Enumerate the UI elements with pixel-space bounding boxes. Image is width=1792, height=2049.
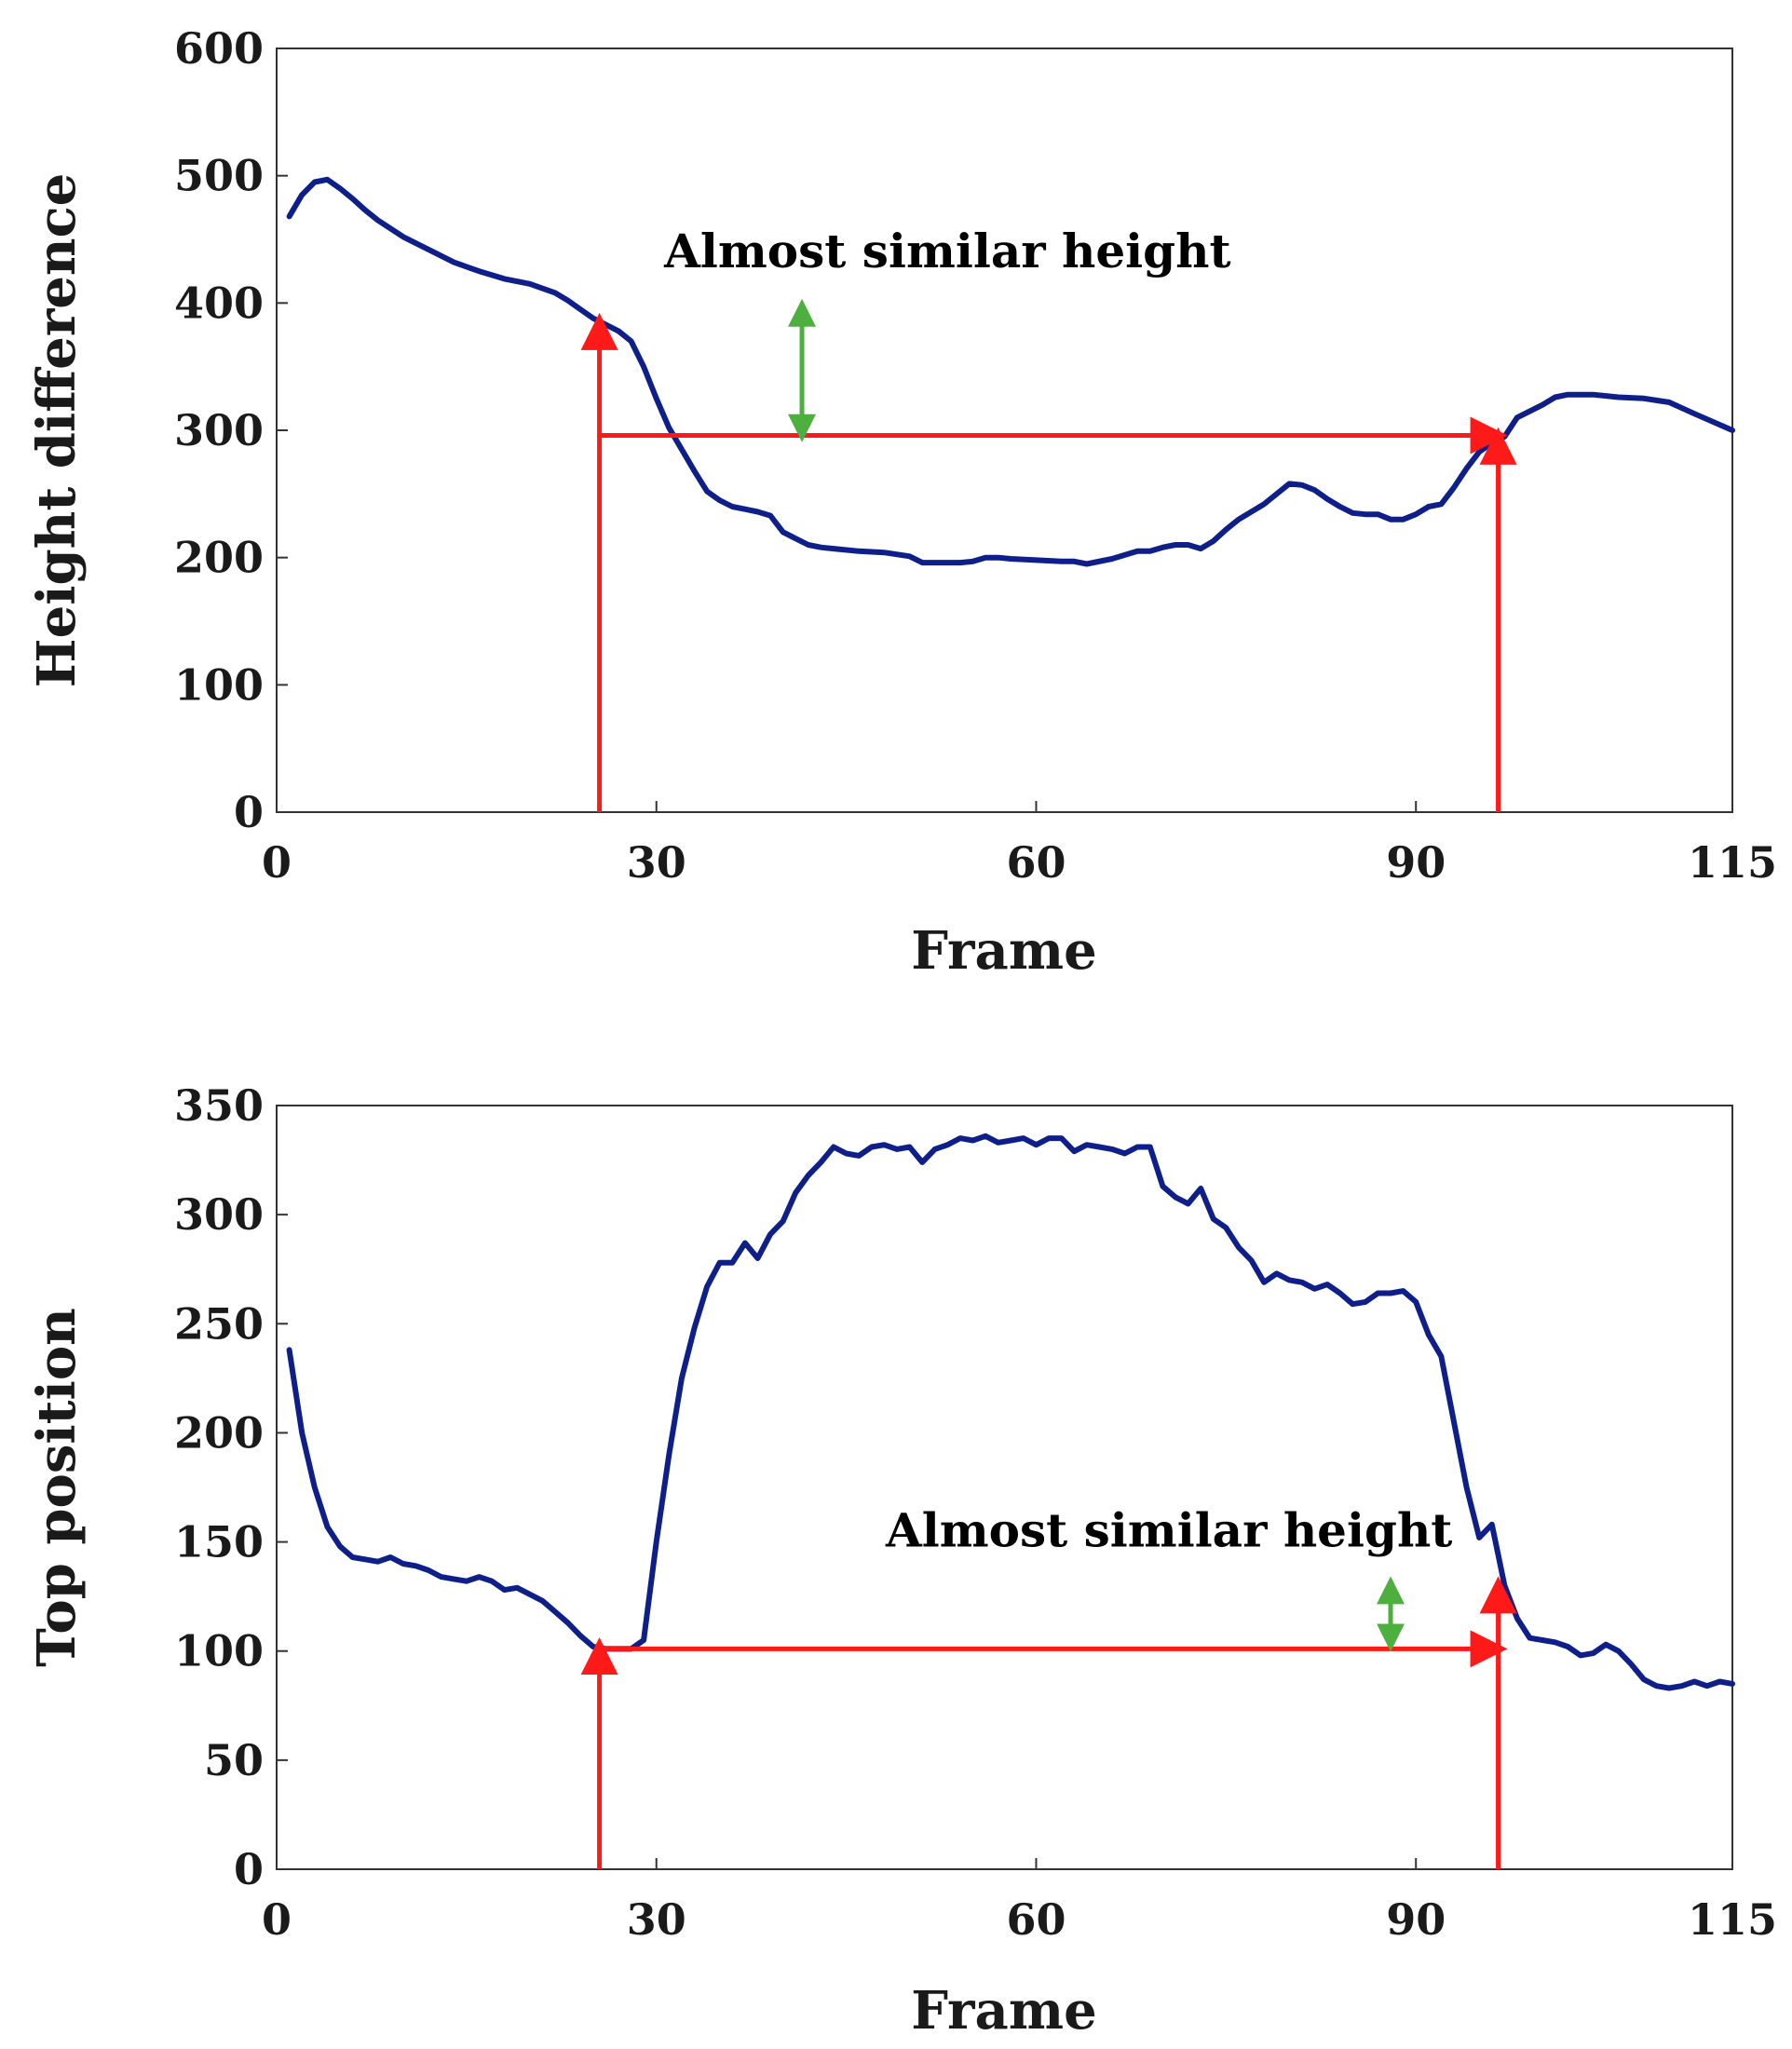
y-tick-label: 150: [174, 1517, 264, 1567]
x-axis-title: Frame: [911, 1980, 1096, 2042]
chart-top-position: 0 50 100 150 200 250 300 350 0 30 60 90 115 Almost …: [26, 1080, 1777, 2042]
x-tick-label: 115: [1688, 1894, 1777, 1945]
y-tick-label: 300: [174, 1189, 264, 1240]
y-tick-label: 300: [174, 405, 264, 455]
plot-frame: [276, 47, 1733, 813]
x-tick-label: 115: [1688, 837, 1777, 888]
y-axis: 0 50 100 150 200 250 300 350: [174, 1080, 288, 1894]
y-tick-label: 200: [174, 533, 264, 583]
top-position-series-line: [286, 1133, 1735, 1691]
y-tick-label: 600: [174, 23, 264, 74]
annotations: Almost similar height: [580, 1502, 1517, 1869]
y-axis: 0 100 200 300 400 500 600: [174, 23, 288, 837]
chart-height-difference: 0 100 200 300 400 500 600 0 30 60 90 115 Almost si…: [26, 23, 1777, 982]
x-tick-label: 90: [1386, 1894, 1446, 1945]
height-difference-series-line: [286, 176, 1735, 567]
x-axis-title: Frame: [911, 920, 1096, 982]
y-tick-label: 200: [174, 1407, 264, 1458]
y-tick-label: 250: [174, 1298, 264, 1349]
x-tick-label: 60: [1006, 1894, 1066, 1945]
x-tick-label: 60: [1006, 837, 1066, 888]
y-tick-label: 100: [174, 1626, 264, 1676]
annotations: Almost similar height: [580, 224, 1517, 812]
x-tick-label: 90: [1386, 837, 1446, 888]
plot-frame: [276, 1105, 1733, 1870]
x-axis: 0 30 60 90 115: [262, 1858, 1777, 1945]
y-tick-label: 100: [174, 659, 264, 710]
y-tick-label: 0: [234, 1844, 264, 1894]
y-axis-title: Height difference: [26, 173, 88, 688]
y-tick-label: 0: [234, 787, 264, 837]
y-tick-label: 50: [204, 1735, 264, 1785]
annotation-text: Almost similar height: [885, 1502, 1452, 1557]
y-tick-label: 500: [174, 151, 264, 201]
x-tick-label: 30: [627, 837, 686, 888]
x-axis: 0 30 60 90 115: [262, 801, 1777, 888]
y-tick-label: 400: [174, 278, 264, 328]
y-tick-label: 350: [174, 1080, 264, 1131]
x-tick-label: 0: [262, 837, 292, 888]
x-tick-label: 30: [627, 1894, 686, 1945]
x-tick-label: 0: [262, 1894, 292, 1945]
y-axis-title: Top position: [26, 1308, 88, 1667]
annotation-text: Almost similar height: [663, 224, 1230, 278]
